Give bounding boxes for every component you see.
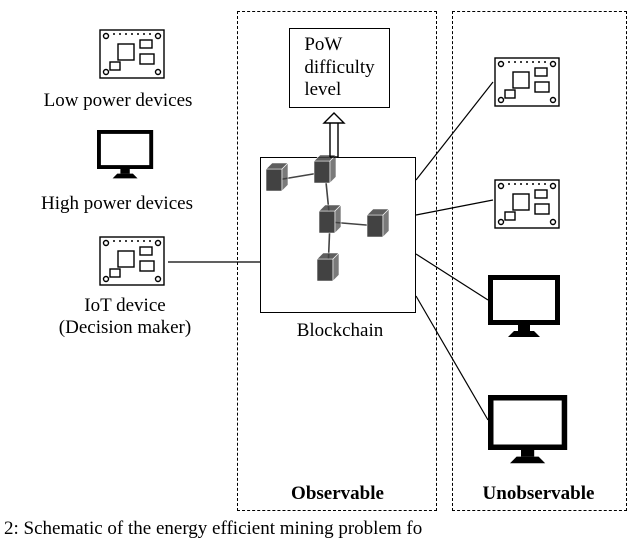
iot-device-label: IoT device (Decision maker) xyxy=(50,295,200,339)
low-power-label: Low power devices xyxy=(33,90,203,112)
rpi-icon xyxy=(100,30,164,78)
diagram-canvas: PoW difficulty level Low power devices H… xyxy=(0,0,636,542)
monitor-icon xyxy=(97,130,153,178)
blockchain-box xyxy=(260,157,416,313)
figure-caption: 2: Schematic of the energy efficient min… xyxy=(4,518,422,540)
unobservable-region-box xyxy=(452,11,627,511)
unobservable-label: Unobservable xyxy=(466,483,611,505)
blockchain-label: Blockchain xyxy=(290,320,390,342)
pow-text-line2: difficulty xyxy=(304,57,374,78)
pow-box: PoW difficulty level xyxy=(289,28,390,108)
high-power-label: High power devices xyxy=(27,193,207,215)
rpi-icon xyxy=(100,237,164,285)
observable-label: Observable xyxy=(280,483,395,505)
pow-text-line3: level xyxy=(304,79,341,100)
pow-text-line1: PoW xyxy=(304,34,342,55)
